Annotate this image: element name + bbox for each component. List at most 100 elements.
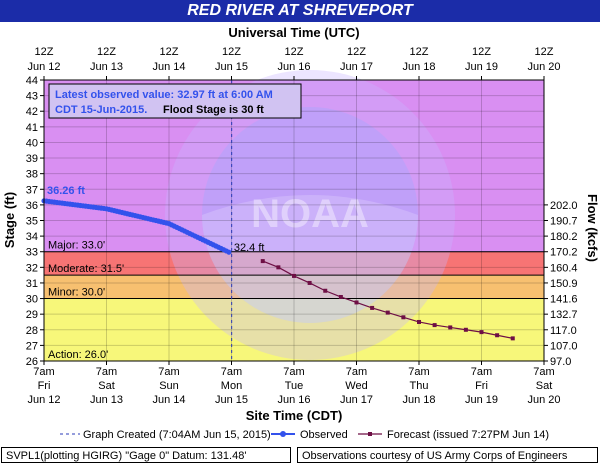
site-time-axis: 7am Fri Jun 12 7am Sat Jun 13 7am Sun Jun 14 7am M… (27, 361, 561, 423)
flow-tick-label: 141.6 (550, 294, 578, 306)
forecast-point (307, 280, 312, 285)
legend-forecast-marker (368, 432, 372, 436)
flow-tick-label: 97.0 (550, 356, 571, 368)
stage-tick-label: 32 (26, 262, 38, 274)
seal-letters: NOAA (251, 192, 369, 236)
forecast-series (260, 259, 515, 341)
site-time-tick-day: Sat (536, 380, 553, 392)
site-time-tick-date: Jun 16 (277, 394, 310, 406)
site-time-tick-date: Jun 14 (152, 394, 185, 406)
annotation-line-2a: CDT 15-Jun-2015. (55, 104, 147, 116)
data-source-credit: Observations courtesy of US Army Corps o… (297, 447, 598, 463)
utc-tick-date: Jun 15 (215, 61, 248, 73)
forecast-point (260, 259, 265, 264)
forecast-point (338, 294, 343, 299)
stage-tick-label: 44 (26, 75, 38, 87)
flow-tick-label: 107.0 (550, 340, 578, 352)
latest-observation-box: Latest observed value: 32.97 ft at 6:00 … (48, 83, 302, 119)
latest-value-label: 32.4 ft (234, 242, 265, 254)
utc-tick-time: 12Z (97, 46, 116, 58)
stage-tick-label: 29 (26, 309, 38, 321)
stage-tick-label: 34 (26, 231, 38, 243)
flow-tick-label: 180.2 (550, 231, 578, 243)
flow-axis-title: Flow (kcfs) (585, 194, 600, 262)
stage-tick-label: 35 (26, 216, 38, 228)
annotation-line-1: Latest observed value: 32.97 ft at 6:00 … (55, 89, 273, 101)
utc-tick-date: Jun 19 (465, 61, 498, 73)
stage-tick-label: 30 (26, 294, 38, 306)
utc-tick-date: Jun 18 (402, 61, 435, 73)
utc-tick-date: Jun 14 (152, 61, 185, 73)
forecast-point (510, 336, 515, 341)
site-time-tick-day: Fri (38, 380, 51, 392)
site-time-axis-title: Site Time (CDT) (246, 408, 343, 423)
utc-tick-time: 12Z (285, 46, 304, 58)
annotation-line-2b: Flood Stage is 30 ft (163, 104, 264, 116)
flow-tick-label: 190.7 (550, 216, 578, 228)
legend-forecast-label: Forecast (issued 7:27PM Jun 14) (387, 429, 549, 441)
stage-tick-label: 42 (26, 106, 38, 118)
site-time-tick-time: 7am (221, 366, 242, 378)
utc-tick-time: 12Z (472, 46, 491, 58)
stage-tick-label: 40 (26, 137, 38, 149)
max-observed-label: 36.26 ft (47, 185, 85, 197)
flow-tick-label: 132.7 (550, 309, 578, 321)
stage-tick-label: 41 (26, 122, 38, 134)
site-time-tick-day: Mon (221, 380, 242, 392)
utc-tick-time: 12Z (347, 46, 366, 58)
site-time-tick-day: Wed (345, 380, 367, 392)
category-label-moderate: Moderate: 31.5' (48, 263, 124, 275)
utc-tick-date: Jun 13 (90, 61, 123, 73)
legend: Graph Created (7:04AM Jun 15, 2015) Obser… (60, 429, 549, 441)
action-band (44, 298, 544, 361)
stage-tick-label: 43 (26, 91, 38, 103)
stage-axis-title: Stage (ft) (2, 192, 17, 248)
stage-tick-label: 37 (26, 184, 38, 196)
forecast-point (432, 323, 437, 328)
site-time-tick-time: 7am (33, 366, 54, 378)
site-time-tick-day: Sun (159, 380, 179, 392)
site-time-tick-date: Jun 15 (215, 394, 248, 406)
seal-outer-circle (165, 70, 455, 360)
site-time-tick-date: Jun 19 (465, 394, 498, 406)
forecast-point (370, 305, 375, 310)
forecast-point (354, 300, 359, 305)
forecast-point (417, 319, 421, 324)
forecast-point (479, 330, 484, 335)
category-label-minor: Minor: 30.0' (48, 287, 105, 299)
hydrograph-chart: NOAA 26 27 28 29 30 31 32 33 34 35 36 37 38 39 40 41 42 4… (2, 25, 600, 441)
stage-tick-label: 39 (26, 153, 38, 165)
site-time-tick-date: Jun 18 (402, 394, 435, 406)
site-time-tick-time: 7am (346, 366, 367, 378)
site-time-tick-day: Thu (410, 380, 429, 392)
chart-title: RED RIVER AT SHREVEPORT (0, 0, 600, 22)
flow-tick-label: 202.0 (550, 200, 578, 212)
forecast-point (401, 315, 406, 320)
datum-info: SVPL1(plotting HGIRG) "Gage 0" Datum: 13… (1, 447, 291, 463)
seal-inner-circle (202, 107, 418, 323)
noaa-watermark: NOAA (165, 70, 455, 360)
utc-tick-date: Jun 17 (340, 61, 373, 73)
category-label-major: Major: 33.0' (48, 240, 105, 252)
seal-wave (202, 195, 418, 323)
utc-tick-date: Jun 16 (277, 61, 310, 73)
utc-tick-time: 12Z (35, 46, 54, 58)
site-time-tick-day: Fri (475, 380, 488, 392)
site-time-tick-time: 7am (96, 366, 117, 378)
legend-observed-marker (280, 431, 286, 437)
forecast-point (292, 273, 296, 278)
site-time-tick-day: Sat (98, 380, 115, 392)
utc-axis-title: Universal Time (UTC) (228, 25, 359, 40)
forecast-point (276, 265, 281, 270)
site-time-tick-time: 7am (471, 366, 492, 378)
site-time-tick-date: Jun 12 (27, 394, 60, 406)
site-time-tick-time: 7am (408, 366, 429, 378)
stage-tick-label: 27 (26, 340, 38, 352)
site-time-tick-time: 7am (283, 366, 304, 378)
utc-tick-time: 12Z (160, 46, 179, 58)
site-time-tick-time: 7am (158, 366, 179, 378)
site-time-tick-date: Jun 17 (340, 394, 373, 406)
stage-tick-label: 28 (26, 325, 38, 337)
observed-series (41, 198, 232, 255)
flow-axis: 97.0 107.0 117.0 132.7 141.6 150.9 160.4 170.2 1… (544, 194, 600, 368)
